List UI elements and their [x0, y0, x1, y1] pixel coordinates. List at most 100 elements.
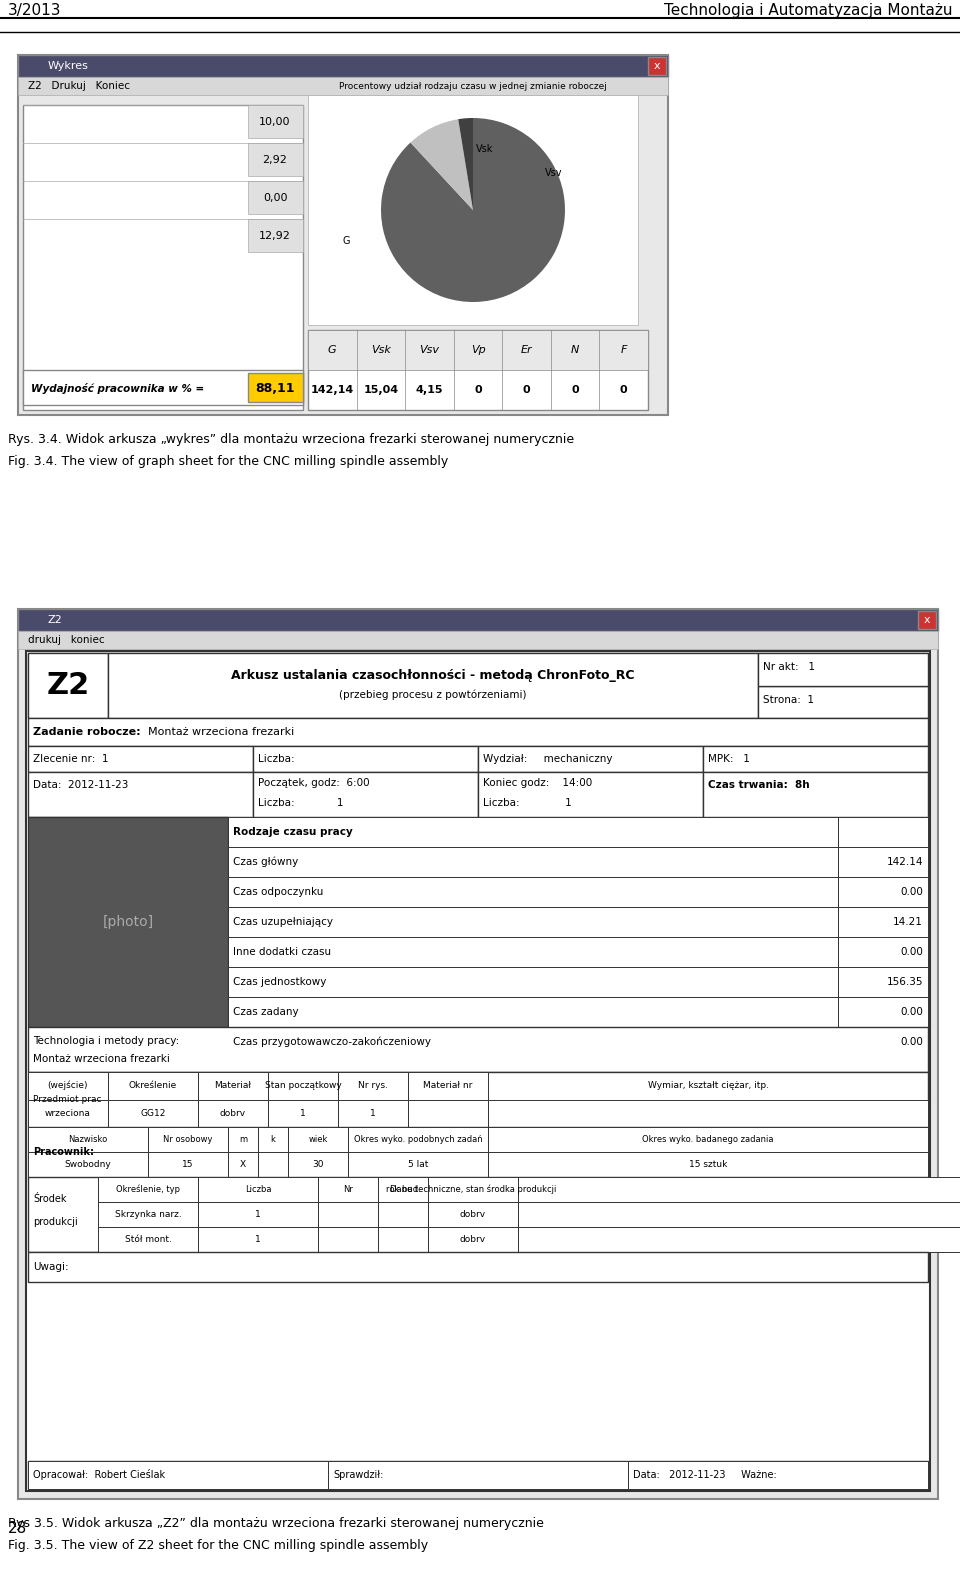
Title: Procentowy udział rodzaju czasu w jednej zmianie roboczej: Procentowy udział rodzaju czasu w jednej… [339, 82, 607, 92]
Bar [228, 996, 838, 1026]
Bar [308, 330, 648, 411]
Bar [268, 1072, 338, 1099]
Bar [918, 611, 936, 628]
Text: Czas przygotowawczo-zakończeniowy: Czas przygotowawczo-zakończeniowy [233, 1037, 431, 1047]
Bar [248, 144, 303, 175]
Text: 0: 0 [474, 385, 482, 395]
Bar [318, 1227, 378, 1252]
Text: Z2   Drukuj   Koniec: Z2 Drukuj Koniec [28, 81, 130, 92]
Bar [428, 1202, 518, 1227]
Bar [23, 369, 303, 404]
Text: Montaż wrzeciona frezarki: Montaż wrzeciona frezarki [148, 726, 295, 737]
Bar [28, 1072, 108, 1099]
Text: MPK:   1: MPK: 1 [708, 755, 750, 764]
Text: Zadanie robocze:: Zadanie robocze: [33, 726, 140, 737]
Text: 0.00: 0.00 [900, 887, 923, 897]
Text: 14.21: 14.21 [893, 917, 923, 927]
Text: Technologia i Automatyzacja Montażu: Technologia i Automatyzacja Montażu [663, 3, 952, 17]
Bar [428, 1227, 518, 1252]
Text: Określenie, typ: Określenie, typ [116, 1184, 180, 1194]
Bar [23, 104, 303, 411]
Text: Data:  2012-11-23: Data: 2012-11-23 [33, 780, 129, 791]
Bar [18, 55, 668, 415]
Text: Początek, godz:  6:00: Początek, godz: 6:00 [258, 778, 370, 788]
Text: Zlecenie nr:  1: Zlecenie nr: 1 [33, 755, 108, 764]
Bar [248, 104, 303, 137]
Bar [488, 1153, 928, 1176]
Bar [518, 1176, 960, 1202]
Bar [408, 1072, 488, 1099]
Bar [228, 816, 838, 846]
Bar [258, 1153, 288, 1176]
Text: 4,15: 4,15 [416, 385, 444, 395]
Bar [18, 609, 938, 632]
Text: x: x [654, 62, 660, 71]
Text: Nr osobowy: Nr osobowy [163, 1135, 213, 1145]
Text: G: G [343, 237, 350, 246]
Bar [228, 966, 838, 996]
Text: 1: 1 [300, 1108, 306, 1118]
Bar [253, 772, 478, 816]
Bar [28, 1072, 928, 1127]
Bar [198, 1072, 268, 1099]
Text: Stan początkowy: Stan początkowy [265, 1082, 342, 1090]
Text: produkcji: produkcji [33, 1217, 78, 1227]
Bar [703, 772, 928, 816]
Wedge shape [381, 118, 565, 302]
Text: 3/2013: 3/2013 [8, 3, 61, 17]
Bar [98, 1227, 198, 1252]
Text: Nr: Nr [343, 1184, 353, 1194]
Bar [248, 182, 303, 215]
Bar [758, 685, 928, 718]
Bar [838, 966, 928, 996]
Bar [318, 1176, 378, 1202]
Bar [318, 1202, 378, 1227]
Bar [258, 1127, 288, 1153]
Bar [228, 846, 838, 876]
Bar [148, 1153, 228, 1176]
Bar [228, 1127, 258, 1153]
Bar [378, 1202, 428, 1227]
Text: Okres wyko. badanego zadania: Okres wyko. badanego zadania [642, 1135, 774, 1145]
Text: 0.00: 0.00 [900, 1007, 923, 1017]
Bar [98, 1176, 928, 1202]
Bar [98, 1202, 198, 1227]
Text: X: X [240, 1161, 246, 1168]
Text: 1: 1 [255, 1235, 261, 1244]
Text: 0.00: 0.00 [900, 947, 923, 957]
Bar [268, 1099, 338, 1127]
Bar [28, 654, 928, 718]
Bar [18, 609, 938, 1498]
Text: drukuj   koniec: drukuj koniec [28, 635, 105, 644]
Bar [28, 1127, 148, 1153]
Text: x: x [924, 614, 930, 625]
Bar [628, 1461, 928, 1489]
Bar [28, 1153, 148, 1176]
Text: rok bud.: rok bud. [386, 1184, 420, 1194]
Text: 0: 0 [620, 385, 628, 395]
Bar [228, 1026, 838, 1056]
Text: 0: 0 [523, 385, 530, 395]
Text: Nazwisko: Nazwisko [68, 1135, 108, 1145]
Text: Czas zadany: Czas zadany [233, 1007, 299, 1017]
Bar [838, 1026, 928, 1056]
Bar [248, 373, 303, 403]
Text: Opracował:  Robert Cieślak: Opracował: Robert Cieślak [33, 1470, 165, 1481]
Bar [288, 1153, 348, 1176]
Bar [18, 632, 938, 649]
Text: 0.00: 0.00 [900, 1037, 923, 1047]
Text: Vsv: Vsv [544, 167, 563, 177]
Text: [photo]: [photo] [103, 914, 154, 928]
Text: Z2: Z2 [46, 671, 89, 699]
Bar [518, 1227, 960, 1252]
Text: Z2: Z2 [48, 614, 62, 625]
Bar [198, 1176, 318, 1202]
Text: G: G [328, 344, 337, 355]
Bar [28, 1026, 928, 1072]
Text: 0: 0 [571, 385, 579, 395]
Text: Wydział:     mechaniczny: Wydział: mechaniczny [483, 755, 612, 764]
Bar [308, 95, 638, 325]
Text: m: m [239, 1135, 247, 1145]
Bar [288, 1127, 348, 1153]
Bar [18, 77, 668, 95]
